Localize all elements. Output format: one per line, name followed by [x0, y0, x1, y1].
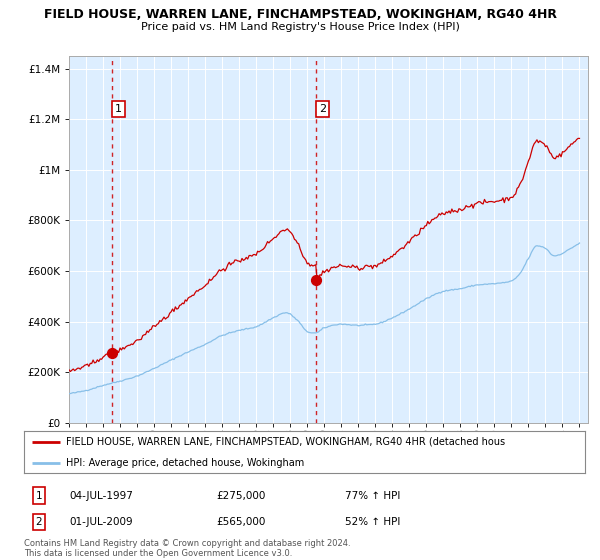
Point	[311, 276, 320, 284]
Text: 01-JUL-2009: 01-JUL-2009	[69, 517, 133, 527]
Text: FIELD HOUSE, WARREN LANE, FINCHAMPSTEAD, WOKINGHAM, RG40 4HR (detached hous: FIELD HOUSE, WARREN LANE, FINCHAMPSTEAD,…	[66, 437, 505, 447]
Text: FIELD HOUSE, WARREN LANE, FINCHAMPSTEAD, WOKINGHAM, RG40 4HR: FIELD HOUSE, WARREN LANE, FINCHAMPSTEAD,…	[44, 8, 557, 21]
Text: 1: 1	[115, 104, 122, 114]
Text: £275,000: £275,000	[216, 491, 265, 501]
Text: 77% ↑ HPI: 77% ↑ HPI	[345, 491, 400, 501]
Text: HPI: Average price, detached house, Wokingham: HPI: Average price, detached house, Woki…	[66, 458, 304, 468]
Text: 1: 1	[35, 491, 43, 501]
Point	[107, 349, 116, 358]
Text: 52% ↑ HPI: 52% ↑ HPI	[345, 517, 400, 527]
Text: £565,000: £565,000	[216, 517, 265, 527]
Text: Contains HM Land Registry data © Crown copyright and database right 2024.
This d: Contains HM Land Registry data © Crown c…	[24, 539, 350, 558]
Text: 04-JUL-1997: 04-JUL-1997	[69, 491, 133, 501]
Text: 2: 2	[319, 104, 326, 114]
Text: Price paid vs. HM Land Registry's House Price Index (HPI): Price paid vs. HM Land Registry's House …	[140, 22, 460, 32]
Text: 2: 2	[35, 517, 43, 527]
